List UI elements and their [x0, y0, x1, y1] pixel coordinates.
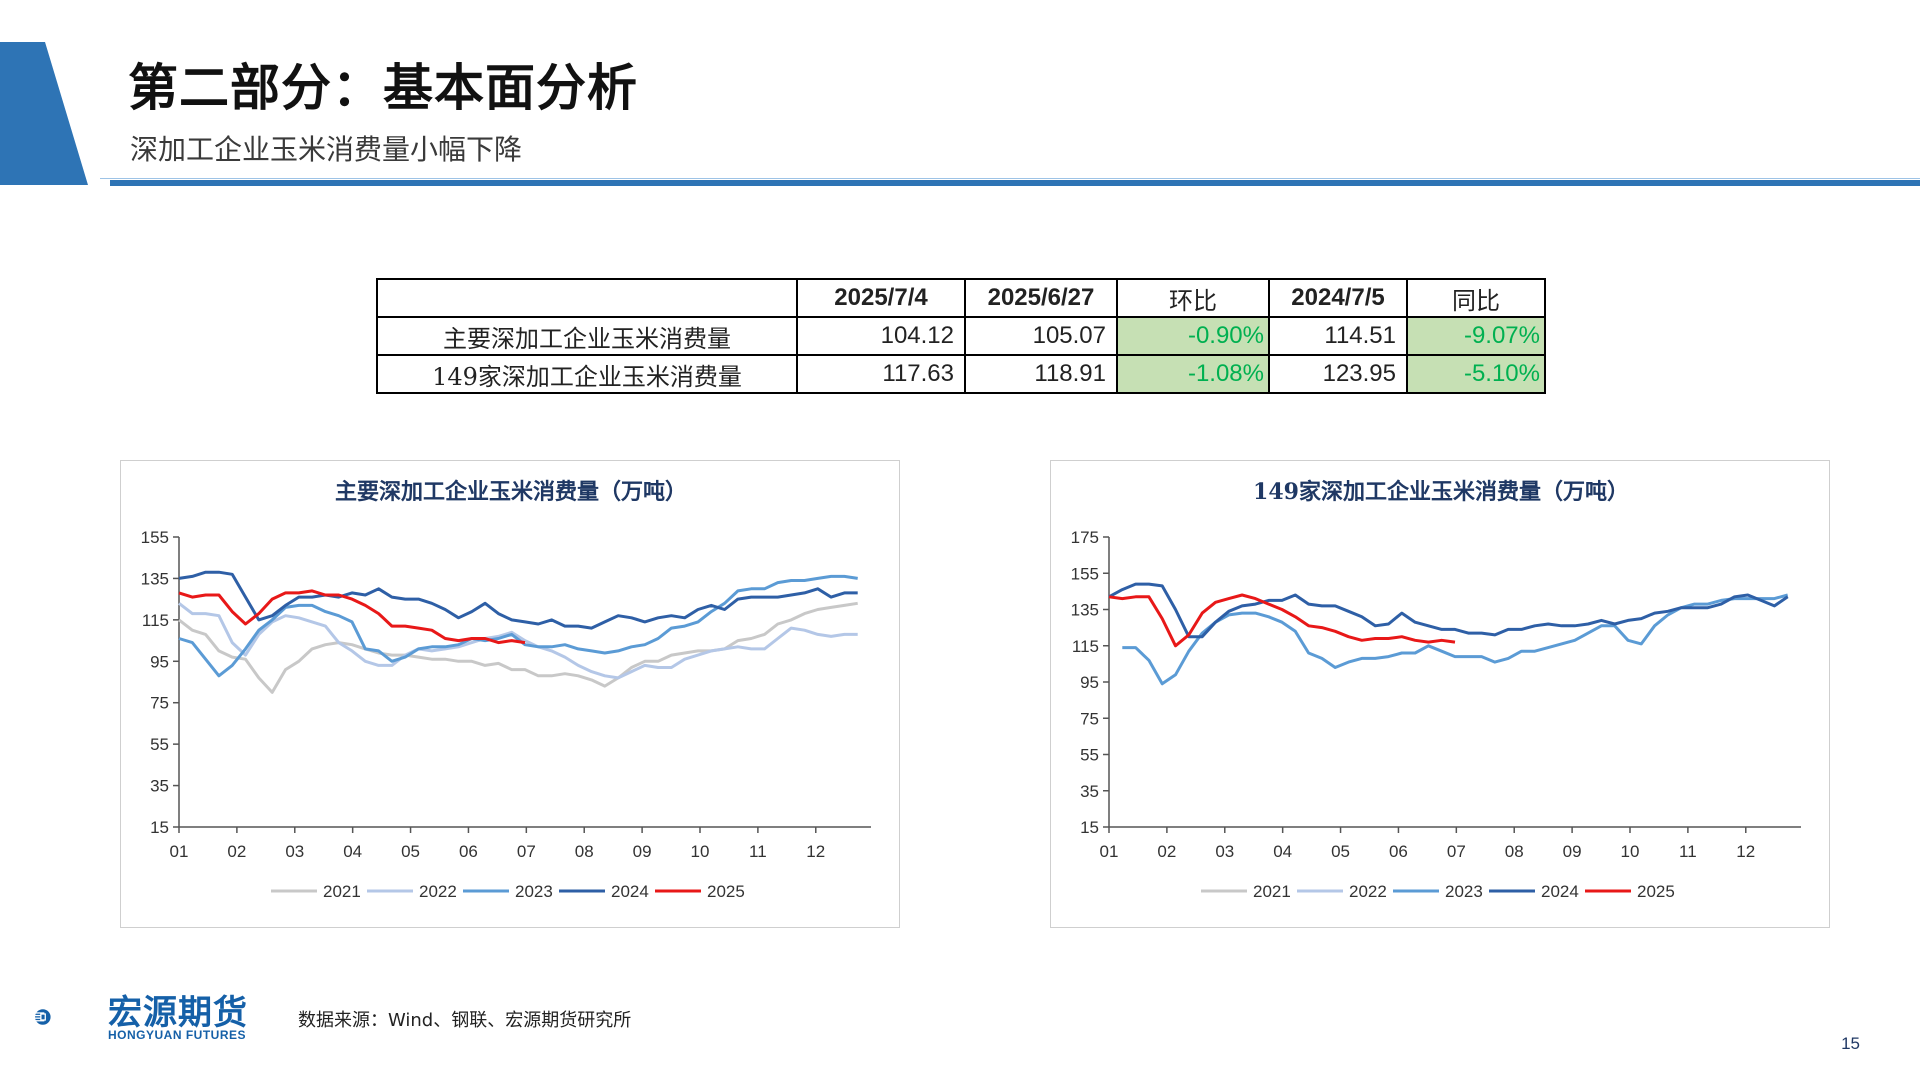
header-divider-thin	[100, 178, 1920, 179]
series-line-2021	[178, 601, 858, 694]
line-chart-main-consumption: 主要深加工企业玉米消费量（万吨） 15 35 55 75 95 115 135 155 01 02 0…	[141, 479, 871, 901]
page-number: 15	[1841, 1034, 1860, 1053]
change-cell: -9.07%	[1406, 316, 1546, 356]
y-tick-label: 115	[142, 611, 169, 630]
legend-label-2021: 2021	[323, 882, 361, 901]
legend-label-2025: 2025	[707, 882, 745, 901]
table-header-cell	[376, 278, 798, 318]
y-tick-label: 135	[1071, 601, 1099, 620]
x-tick-label: 03	[1215, 842, 1234, 861]
x-tick-label: 10	[1621, 842, 1640, 861]
chart-title: 主要深加工企业玉米消费量（万吨）	[335, 479, 687, 505]
table-row: 主要深加工企业玉米消费量 104.12 105.07 -0.90% 114.51…	[376, 316, 1546, 356]
x-tick-label: 05	[401, 842, 420, 861]
chart-panel-149-consumption: 149家深加工企业玉米消费量（万吨） 15 35 55 75 95 115 135 155 175…	[1050, 460, 1830, 928]
x-tick-label: 08	[575, 842, 594, 861]
y-tick-label: 155	[1071, 564, 1099, 583]
legend-label-2024: 2024	[1541, 882, 1579, 901]
x-tick-label: 11	[1679, 842, 1697, 861]
table-header-cell: 2024/7/5	[1268, 278, 1408, 318]
header-accent-shape	[0, 42, 88, 185]
x-tick-label: 06	[459, 842, 478, 861]
x-tick-label: 12	[806, 842, 825, 861]
x-tick-label: 07	[517, 842, 536, 861]
chart-panel-main-consumption: 主要深加工企业玉米消费量（万吨） 15 35 55 75 95 115 135 155 01 02 0…	[120, 460, 900, 928]
y-tick-label: 75	[1080, 709, 1099, 728]
page-title: 第二部分：基本面分析	[128, 59, 638, 117]
value-cell: 123.95	[1268, 354, 1408, 394]
x-tick-label: 07	[1447, 842, 1466, 861]
row-label: 149家深加工企业玉米消费量	[376, 354, 798, 394]
x-tick-label: 05	[1331, 842, 1350, 861]
legend-label-2022: 2022	[1349, 882, 1387, 901]
logo-text-en: HONGYUAN FUTURES	[108, 1028, 247, 1042]
consumption-summary-table: 2025/7/4 2025/6/27 环比 2024/7/5 同比 主要深加工企…	[376, 278, 1546, 394]
x-tick-label: 04	[343, 842, 362, 861]
legend-label-2022: 2022	[419, 882, 457, 901]
y-tick-label: 55	[150, 735, 169, 754]
x-tick-label: 02	[227, 842, 246, 861]
series-line-2024	[1108, 582, 1789, 639]
x-tick-label: 08	[1505, 842, 1524, 861]
header-divider	[110, 180, 1920, 186]
y-tick-label: 155	[141, 528, 169, 547]
x-tick-label: 09	[633, 842, 652, 861]
value-cell: 114.51	[1268, 316, 1408, 356]
legend-label-2023: 2023	[1445, 882, 1483, 901]
x-tick-label: 01	[170, 842, 189, 861]
y-tick-label: 95	[150, 652, 169, 671]
table-header-row: 2025/7/4 2025/6/27 环比 2024/7/5 同比	[376, 278, 1546, 318]
table-header-cell: 同比	[1406, 278, 1546, 318]
y-tick-label: 75	[150, 694, 169, 713]
y-tick-label: 55	[1080, 746, 1099, 765]
data-source-note: 数据来源：Wind、钢联、宏源期货研究所	[298, 1010, 632, 1031]
y-tick-label: 15	[1080, 818, 1099, 837]
change-cell: -1.08%	[1116, 354, 1270, 394]
table-header-cell: 2025/7/4	[796, 278, 966, 318]
x-tick-label: 10	[691, 842, 710, 861]
y-tick-label: 135	[141, 569, 169, 588]
value-cell: 104.12	[796, 316, 966, 356]
table-header-cell: 2025/6/27	[964, 278, 1118, 318]
legend-label-2023: 2023	[515, 882, 553, 901]
x-tick-label: 03	[285, 842, 304, 861]
y-tick-label: 115	[1072, 637, 1099, 656]
x-tick-label: 11	[749, 842, 767, 861]
change-cell: -5.10%	[1406, 354, 1546, 394]
legend-label-2024: 2024	[611, 882, 649, 901]
y-tick-label: 175	[1071, 528, 1099, 547]
table-header-cell: 环比	[1116, 278, 1270, 318]
x-tick-label: 12	[1736, 842, 1755, 861]
value-cell: 117.63	[796, 354, 966, 394]
series-line-2022	[178, 602, 858, 680]
legend-label-2025: 2025	[1637, 882, 1675, 901]
series-line-2024	[178, 570, 858, 630]
value-cell: 118.91	[964, 354, 1118, 394]
y-tick-label: 35	[150, 777, 169, 796]
x-tick-label: 01	[1100, 842, 1119, 861]
series-line-2023	[178, 574, 858, 678]
page-subtitle: 深加工企业玉米消费量小幅下降	[130, 133, 523, 166]
y-tick-label: 15	[150, 818, 169, 837]
y-tick-label: 95	[1080, 673, 1099, 692]
x-tick-label: 06	[1389, 842, 1408, 861]
x-tick-label: 04	[1273, 842, 1292, 861]
y-tick-label: 35	[1080, 782, 1099, 801]
chart-title: 149家深加工企业玉米消费量（万吨）	[1253, 479, 1629, 505]
company-logo-icon	[34, 1009, 51, 1025]
x-tick-label: 09	[1563, 842, 1582, 861]
x-tick-label: 02	[1157, 842, 1176, 861]
logo-text-cn: 宏源期货	[108, 993, 248, 1033]
value-cell: 105.07	[964, 316, 1118, 356]
line-chart-149-consumption: 149家深加工企业玉米消费量（万吨） 15 35 55 75 95 115 135 155 175…	[1071, 479, 1801, 901]
row-label: 主要深加工企业玉米消费量	[376, 316, 798, 356]
series-line-2025	[1108, 593, 1456, 648]
series-line-2025	[178, 589, 526, 645]
legend-label-2021: 2021	[1253, 882, 1291, 901]
table-row: 149家深加工企业玉米消费量 117.63 118.91 -1.08% 123.…	[376, 354, 1546, 394]
change-cell: -0.90%	[1116, 316, 1270, 356]
